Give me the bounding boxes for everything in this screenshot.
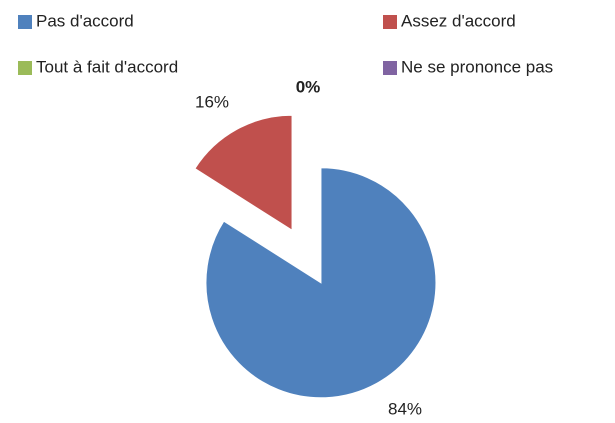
pie-slice <box>205 167 437 399</box>
legend-swatch <box>383 15 397 29</box>
legend-swatch <box>383 61 397 75</box>
data-label: 0% <box>296 77 321 96</box>
legend-label: Ne se prononce pas <box>401 57 553 76</box>
pie-slice <box>194 114 293 232</box>
legend-label: Assez d'accord <box>401 11 516 30</box>
legend-swatch <box>18 61 32 75</box>
data-label: 16% <box>195 92 229 111</box>
legend-swatch <box>18 15 32 29</box>
legend-label: Tout à fait d'accord <box>36 57 178 76</box>
legend-label: Pas d'accord <box>36 11 134 30</box>
data-label: 84% <box>388 399 422 418</box>
